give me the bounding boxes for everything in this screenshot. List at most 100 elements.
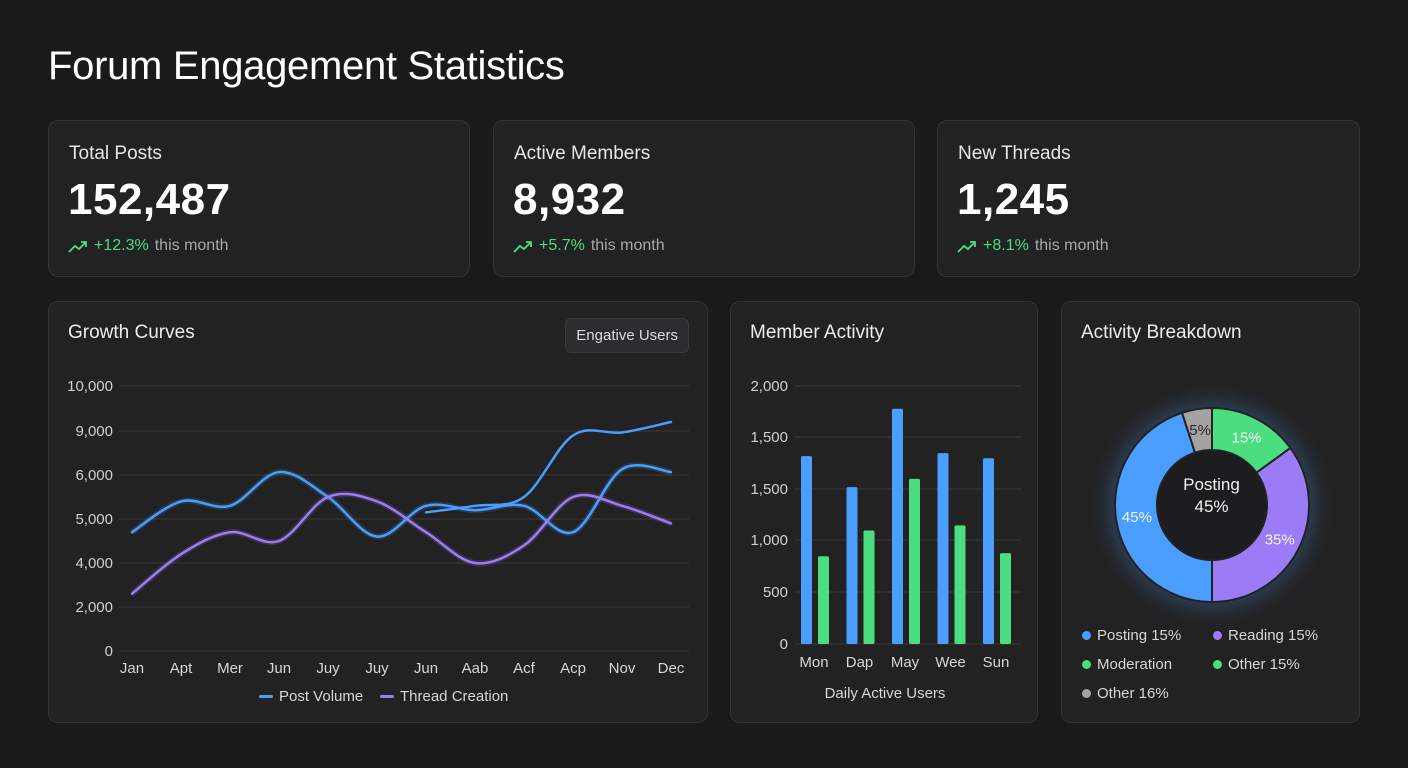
post-volume-swatch (259, 695, 273, 698)
y-tick-label: 6,000 (75, 467, 113, 484)
y-tick-label: 2,000 (750, 378, 788, 395)
y-tick-label: 4,000 (75, 555, 113, 572)
x-tick-label: Mer (217, 660, 243, 677)
activity-donut-chart: 15% 35% 45% 5% (1108, 401, 1316, 609)
activity-breakdown-card: Activity Breakdown 15% 35% 45% 5% Posting 4… (1061, 301, 1360, 723)
y-tick-label: 1,500 (750, 481, 788, 498)
y-tick-label: 0 (105, 643, 113, 660)
y-tick-label: 9,000 (75, 423, 113, 440)
x-tick-label: Sun (983, 654, 1010, 671)
reading-dot (1213, 631, 1222, 640)
donut-slice (1114, 411, 1213, 604)
stat-value: 152,487 (68, 175, 231, 224)
member-activity-bar-chart: 0 500 1,000 1,500 1,500 2,000 Mon Dap May Wee Sun (750, 378, 1021, 671)
stat-card-new-threads: New Threads 1,245 +8.1% this month (937, 120, 1360, 277)
donut-slice (1180, 406, 1213, 454)
bar-green (1000, 553, 1011, 644)
x-tick-label: Juy (316, 660, 340, 677)
y-tick-label: 5,000 (75, 511, 113, 528)
x-tick-label: Acf (513, 660, 536, 677)
legend-other-a: Other 15% (1213, 656, 1300, 673)
donut-hole (1158, 451, 1266, 559)
y-tick-label: 500 (763, 584, 788, 601)
stat-trend: +12.3% this month (68, 237, 229, 255)
growth-curves-card: Growth Curves Engative Users 0 2,000 4,000… (48, 301, 708, 723)
trend-percent: +12.3% (94, 237, 149, 254)
x-tick-label: Aab (462, 660, 489, 677)
trend-percent: +5.7% (539, 237, 585, 254)
donut-center-label: Posting 45% (1062, 474, 1361, 518)
x-tick-label: Dap (846, 654, 874, 671)
growth-curves-title: Growth Curves (68, 322, 195, 343)
x-tick-label: Wee (935, 654, 966, 671)
bar-green (863, 530, 875, 644)
legend-other-b: Other 16% (1082, 685, 1169, 702)
y-tick-label: 10,000 (67, 378, 113, 395)
page-title: Forum Engagement Statistics (48, 44, 565, 88)
trend-percent: +8.1% (983, 237, 1029, 254)
bar-blue (846, 487, 858, 644)
legend-thread-creation: Thread Creation (380, 688, 508, 705)
x-tick-label: Acp (560, 660, 586, 677)
trend-period: this month (1034, 237, 1109, 254)
x-tick-label: Mon (799, 654, 828, 671)
legend-moderation: Moderation (1082, 656, 1172, 673)
x-tick-label: Jun (414, 660, 438, 677)
bar-green (954, 525, 966, 644)
center-percent: 45% (1194, 497, 1229, 516)
x-tick-label: Dec (658, 660, 685, 677)
moderation-dot (1082, 660, 1091, 669)
stat-trend: +5.7% this month (513, 237, 665, 255)
donut-slice-label: 35% (1265, 532, 1295, 549)
x-tick-label: Apt (170, 660, 193, 677)
donut-slice (1211, 446, 1310, 604)
legend-label: Post Volume (279, 688, 364, 705)
legend-label: Other 15% (1228, 656, 1300, 673)
member-activity-card: Member Activity 0 500 1,000 1,500 1,500 2,000… (730, 301, 1038, 723)
bar-blue (892, 408, 903, 644)
trend-up-icon (68, 241, 87, 253)
trend-up-icon (513, 241, 532, 253)
stat-value: 1,245 (957, 175, 1070, 224)
trend-period: this month (590, 237, 665, 254)
y-tick-label: 1,500 (750, 429, 788, 446)
y-tick-label: 1,000 (750, 532, 788, 549)
activity-breakdown-title: Activity Breakdown (1081, 322, 1242, 343)
bar-green (818, 556, 829, 644)
user-filter-button[interactable]: Engative Users (565, 318, 689, 353)
other-gray-dot (1082, 689, 1091, 698)
series-glow (130, 462, 672, 540)
y-tick-label: 2,000 (75, 599, 113, 616)
legend-posting: Posting 15% (1082, 627, 1181, 644)
donut-slice-label: 5% (1189, 422, 1211, 439)
bar-blue (983, 458, 994, 644)
other-dot (1213, 660, 1222, 669)
bar-blue (937, 453, 949, 644)
stat-value: 8,932 (513, 175, 626, 224)
stat-trend: +8.1% this month (957, 237, 1109, 255)
legend-reading: Reading 15% (1213, 627, 1318, 644)
legend-label: Posting 15% (1097, 627, 1182, 644)
x-tick-label: Juy (365, 660, 389, 677)
thread-creation-swatch (380, 695, 394, 698)
center-category: Posting (1183, 475, 1240, 494)
x-tick-label: Jun (267, 660, 291, 677)
stat-label: Total Posts (69, 143, 162, 164)
posting-dot (1082, 631, 1091, 640)
stat-label: New Threads (958, 143, 1071, 164)
legend-post-volume: Post Volume (259, 688, 363, 705)
post-volume-line (130, 464, 673, 538)
member-activity-title: Member Activity (750, 322, 885, 343)
stat-card-total-posts: Total Posts 152,487 +12.3% this month (48, 120, 470, 277)
legend-label: Thread Creation (400, 688, 509, 705)
x-tick-label: Nov (609, 660, 636, 677)
x-tick-label: May (891, 654, 920, 671)
trend-period: this month (154, 237, 229, 254)
donut-slice-label: 15% (1231, 429, 1261, 446)
legend-label: Other 16% (1097, 685, 1169, 702)
bar-green (909, 478, 920, 644)
trend-up-icon (957, 241, 976, 253)
post-volume-line-upper (424, 420, 673, 514)
legend-label: Moderation (1097, 656, 1173, 673)
bar-blue (801, 456, 812, 644)
